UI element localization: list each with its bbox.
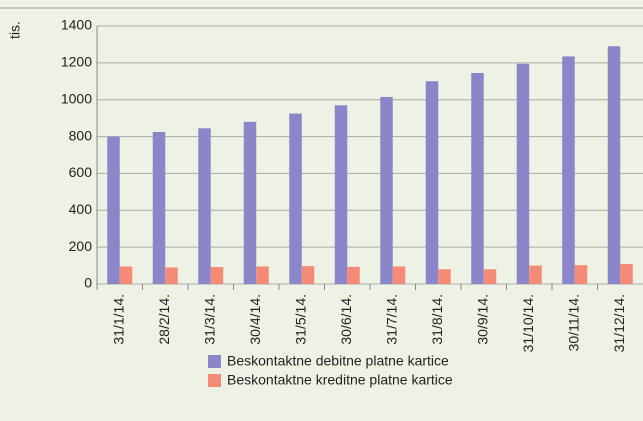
y-tick-label: 200 [69,238,93,254]
y-tick-label: 1000 [61,90,92,106]
bar [198,128,211,284]
x-tick-label: 31/8/14. [429,294,445,345]
x-tick-label: 28/2/14. [156,294,172,345]
y-tick-label: 0 [84,275,92,291]
bar [165,267,178,284]
legend-swatch [208,355,221,368]
x-tick-label: 31/12/14. [611,294,627,352]
bar [107,136,120,284]
legend-swatch [208,374,221,387]
bar [119,266,133,284]
bar [392,266,406,284]
y-tick-label: 600 [69,164,93,180]
bar [380,96,393,284]
y-tick-label: 1400 [61,17,92,33]
bar [347,266,360,284]
bar [516,63,530,285]
y-tick-label: 400 [69,201,93,217]
x-tick-label: 31/3/14. [201,294,217,345]
bar [607,46,621,285]
y-tick-label: 800 [69,127,93,143]
bar [301,266,315,284]
bar [152,131,166,284]
x-tick-label: 30/9/14. [474,294,490,345]
x-tick-label: 31/7/14. [383,294,399,345]
bar [529,265,542,284]
bar [425,81,439,285]
y-axis-label: tis. [7,21,23,39]
bar [438,269,451,284]
bar [210,267,224,284]
x-tick-label: 30/11/14. [565,294,581,351]
bar [562,56,575,285]
y-tick-label: 1200 [61,54,92,70]
bar [471,72,484,284]
legend-label: Beskontaktne kreditne platne kartice [227,372,453,388]
bar [483,269,497,284]
x-tick-label: 31/5/14. [292,294,308,345]
bar [289,113,302,285]
bar [620,264,633,284]
x-tick-label: 31/10/14. [520,294,536,352]
bar [256,266,269,284]
bar [243,121,257,284]
bar [334,105,348,284]
x-tick-label: 30/6/14. [338,294,354,345]
x-tick-label: 31/1/14. [110,294,126,345]
x-tick-label: 30/4/14. [247,294,263,345]
legend-label: Beskontaktne debitne platne kartice [227,353,449,369]
bar [574,265,588,284]
